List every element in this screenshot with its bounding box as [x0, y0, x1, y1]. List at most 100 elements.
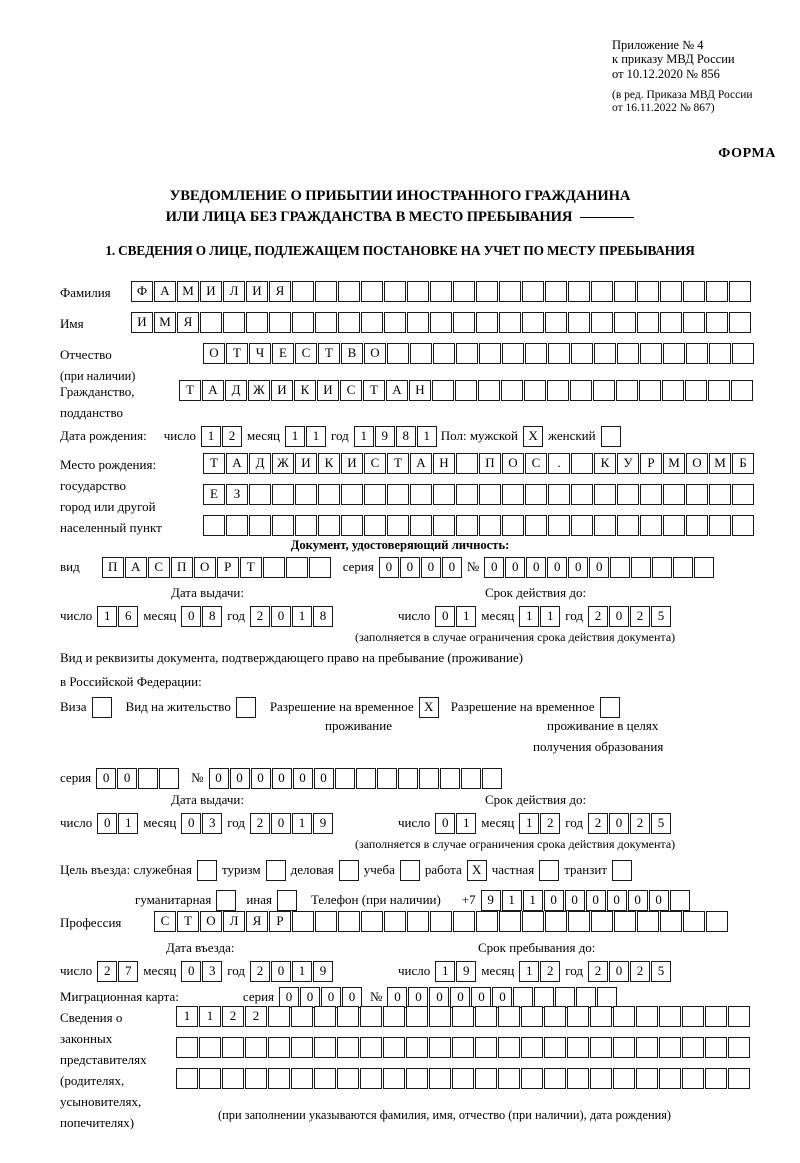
grid-cell[interactable] [637, 281, 659, 302]
grid-cell[interactable] [576, 987, 597, 1008]
grid-cell[interactable] [295, 484, 317, 505]
grid-cell[interactable] [567, 1006, 589, 1027]
grid-cell[interactable] [545, 911, 567, 932]
grid-cell[interactable] [685, 380, 707, 401]
grid-cell[interactable] [456, 343, 478, 364]
grid-cell[interactable] [729, 281, 751, 302]
grid-cell[interactable] [498, 1037, 520, 1058]
grid-cell[interactable]: 9 [480, 890, 501, 911]
grid-cell[interactable] [686, 484, 708, 505]
grid-cell[interactable]: Р [269, 911, 291, 932]
grid-cell[interactable] [159, 768, 180, 789]
grid-cell[interactable]: 8 [395, 426, 416, 447]
grid-cell[interactable] [594, 515, 616, 536]
grid-cell[interactable]: И [341, 453, 363, 474]
grid-cell[interactable] [669, 890, 690, 911]
grid-cell[interactable] [364, 484, 386, 505]
grid-cell[interactable] [613, 1037, 635, 1058]
grid-cell[interactable] [640, 484, 662, 505]
grid-cell[interactable] [223, 312, 245, 333]
grid-cell[interactable]: 0 [585, 890, 606, 911]
grid-cell[interactable]: А [154, 281, 176, 302]
grid-cell[interactable]: 0 [271, 606, 292, 627]
grid-cell[interactable]: М [177, 281, 199, 302]
grid-cell[interactable]: 2 [540, 961, 561, 982]
grid-cell[interactable]: 0 [208, 768, 229, 789]
grid-cell[interactable] [387, 484, 409, 505]
grid-cell[interactable] [203, 515, 225, 536]
grid-cell[interactable] [432, 380, 454, 401]
purpose-official-checkbox[interactable] [196, 860, 217, 881]
grid-cell[interactable]: Т [387, 453, 409, 474]
purpose-other-checkbox[interactable] [276, 890, 297, 911]
grid-cell[interactable] [456, 515, 478, 536]
grid-cell[interactable]: К [294, 380, 316, 401]
grid-cell[interactable] [314, 1037, 336, 1058]
grid-cell[interactable]: О [200, 911, 222, 932]
grid-cell[interactable]: Ч [249, 343, 271, 364]
temp-residence-checkbox[interactable]: X [418, 697, 439, 718]
grid-cell[interactable]: Я [177, 312, 199, 333]
grid-cell[interactable]: К [594, 453, 616, 474]
grid-cell[interactable] [360, 1006, 382, 1027]
grid-cell[interactable]: 0 [271, 813, 292, 834]
grid-cell[interactable]: Д [249, 453, 271, 474]
grid-cell[interactable] [406, 1006, 428, 1027]
residence-permit-checkbox[interactable] [235, 697, 256, 718]
grid-cell[interactable] [639, 380, 661, 401]
grid-cell[interactable] [295, 515, 317, 536]
grid-cell[interactable] [315, 911, 337, 932]
grid-cell[interactable]: А [386, 380, 408, 401]
grid-cell[interactable] [456, 453, 478, 474]
grid-cell[interactable]: 2 [250, 606, 271, 627]
grid-cell[interactable] [429, 1006, 451, 1027]
legal-rep-cells-row-2[interactable] [176, 1037, 750, 1058]
grid-cell[interactable] [731, 380, 753, 401]
grid-cell[interactable]: Т [203, 453, 225, 474]
grid-cell[interactable]: 1 [540, 606, 561, 627]
grid-cell[interactable] [614, 281, 636, 302]
grid-cell[interactable] [199, 1068, 221, 1089]
grid-cell[interactable] [337, 1068, 359, 1089]
grid-cell[interactable] [591, 312, 613, 333]
grid-cell[interactable]: 0 [435, 606, 456, 627]
grid-cell[interactable] [269, 312, 291, 333]
grid-cell[interactable] [545, 312, 567, 333]
grid-cell[interactable] [659, 1006, 681, 1027]
grid-cell[interactable]: 0 [96, 768, 117, 789]
grid-cell[interactable] [334, 768, 355, 789]
grid-cell[interactable]: А [410, 453, 432, 474]
grid-cell[interactable]: 2 [630, 961, 651, 982]
grid-cell[interactable]: В [341, 343, 363, 364]
grid-cell[interactable]: 0 [181, 606, 202, 627]
grid-cell[interactable] [222, 1068, 244, 1089]
grid-cell[interactable]: 0 [117, 768, 138, 789]
grid-cell[interactable] [453, 312, 475, 333]
grid-cell[interactable] [315, 312, 337, 333]
grid-cell[interactable] [673, 557, 694, 578]
grid-cell[interactable] [636, 1006, 658, 1027]
grid-cell[interactable]: А [124, 557, 147, 578]
grid-cell[interactable]: 1 [292, 813, 313, 834]
grid-cell[interactable]: 1 [176, 1006, 198, 1027]
grid-cell[interactable]: Р [640, 453, 662, 474]
grid-cell[interactable] [481, 768, 502, 789]
grid-cell[interactable]: 2 [630, 606, 651, 627]
grid-cell[interactable] [637, 312, 659, 333]
grid-cell[interactable] [453, 911, 475, 932]
grid-cell[interactable] [360, 1037, 382, 1058]
grid-cell[interactable] [291, 1037, 313, 1058]
grid-cell[interactable]: . [548, 453, 570, 474]
grid-cell[interactable]: М [154, 312, 176, 333]
grid-cell[interactable] [709, 515, 731, 536]
grid-cell[interactable] [571, 343, 593, 364]
grid-cell[interactable]: Р [216, 557, 239, 578]
grid-cell[interactable]: 0 [342, 987, 363, 1008]
grid-cell[interactable]: З [226, 484, 248, 505]
